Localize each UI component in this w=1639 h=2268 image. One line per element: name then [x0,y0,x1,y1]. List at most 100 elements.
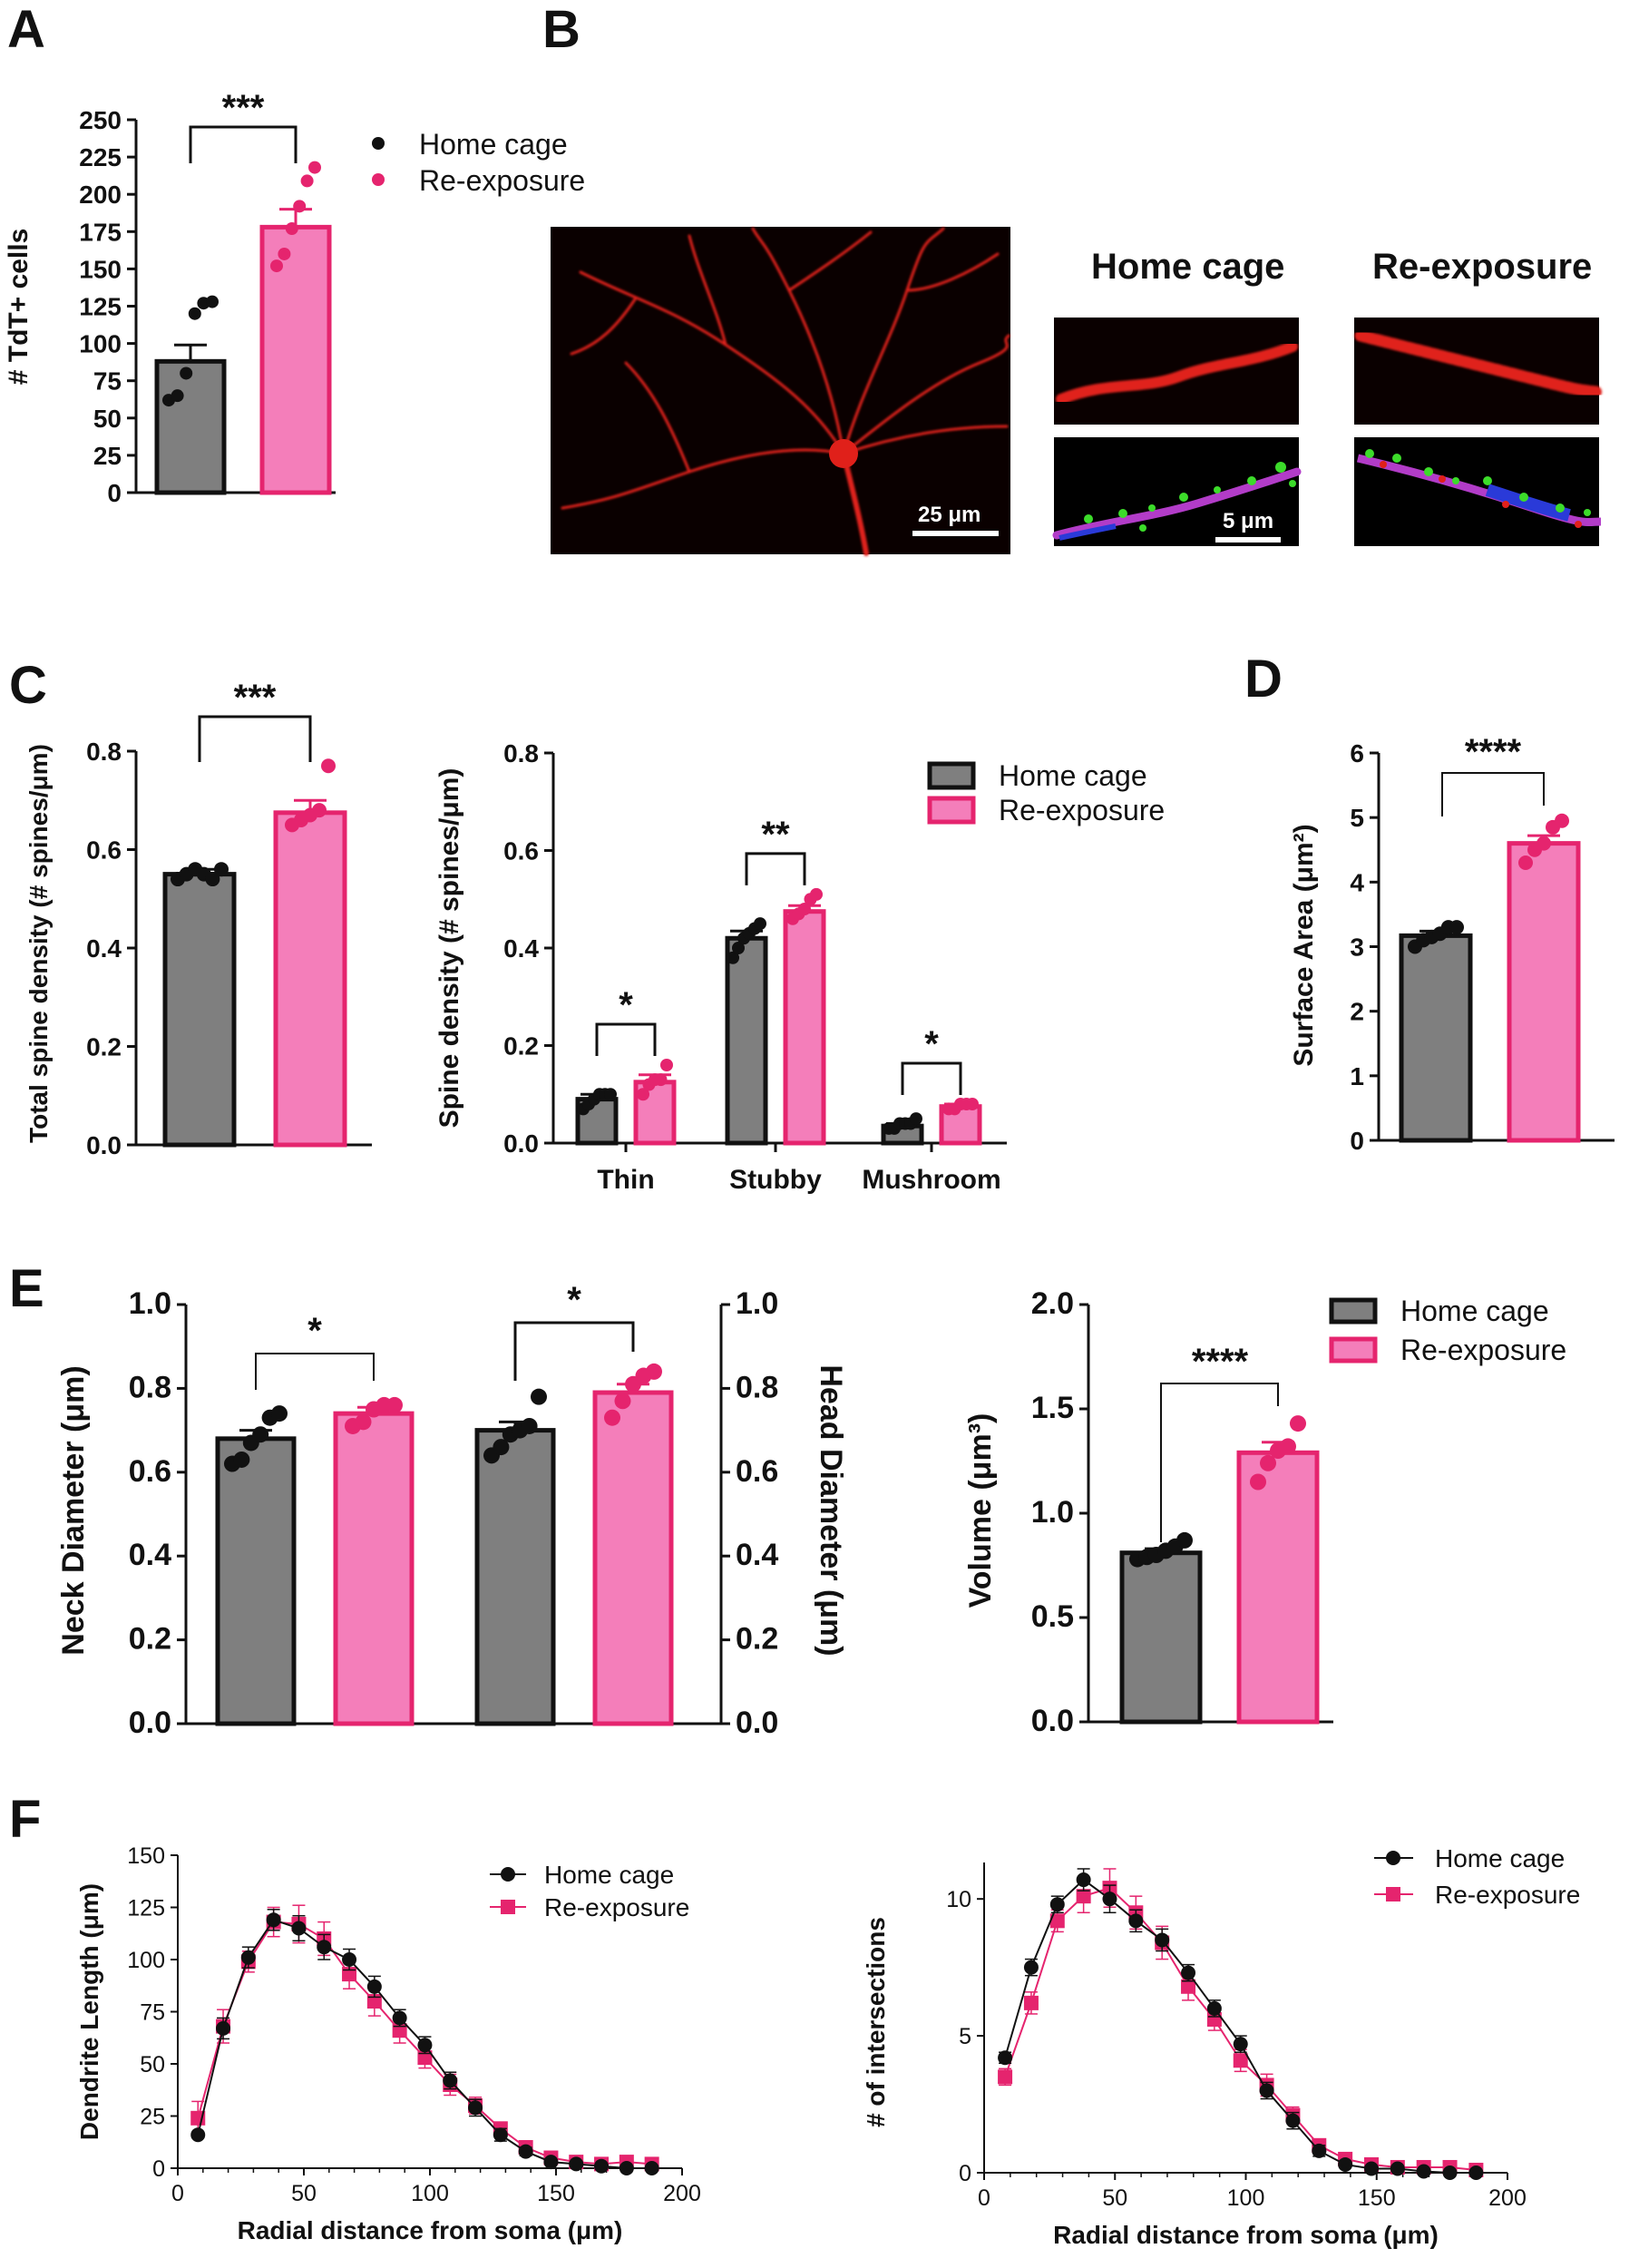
y-tick-label: 0 [152,2156,165,2182]
y-axis-title: Neck Diameter (μm) [56,1365,91,1655]
y-axis-title: Head Diameter (μm) [814,1364,848,1656]
y-tick-label: 5 [1350,804,1364,832]
significance-bracket [901,1061,962,1095]
series-line-reexposure [1004,1886,1477,2171]
bar [273,810,347,1148]
y-tick-label: 0 [959,2161,971,2186]
data-point-home-cage [443,2073,458,2088]
y-tick-label: 100 [127,1948,165,1973]
x-tick-label: 50 [291,2181,317,2206]
data-point [188,307,201,320]
data-point [910,1112,922,1126]
y-tick-label: 0.8 [129,1370,171,1404]
data-point [233,1451,250,1468]
y-axis-title: Dendrite Length (μm) [75,1883,103,2140]
y-tick-label: 0 [107,479,122,507]
y-tick-label: 1.0 [736,1286,778,1321]
data-point [171,389,184,403]
y-tick-label: 1.0 [129,1286,171,1321]
data-point-reexposure [1206,2011,1222,2027]
data-point-home-cage [1285,2113,1301,2128]
significance-label: *** [234,678,277,718]
legend-marker-home-cage [1386,1851,1400,1865]
y-tick-label: 100 [79,330,122,358]
x-category-label: Thin [597,1165,654,1195]
y-tick-label: 50 [93,405,122,433]
data-point [604,1088,617,1101]
x-tick-label: 0 [978,2185,990,2211]
data-point [1260,1454,1276,1471]
data-point [1280,1438,1296,1455]
reexposure-dendrite-image [1354,318,1603,425]
y-tick-label: 75 [93,367,122,396]
x-tick-label: 50 [1102,2185,1127,2211]
y-tick-label: 25 [140,2105,165,2130]
panel-label-c: C [9,656,47,715]
legend-marker-reexposure [1386,1887,1400,1901]
bar [725,935,768,1146]
y-tick-label: 0.2 [503,1032,539,1061]
data-point [308,161,321,174]
bar [333,1411,415,1726]
legend-swatch-home-cage [1329,1297,1378,1325]
x-tick-label: 0 [171,2181,184,2206]
bar [1236,1450,1320,1725]
significance-bracket [513,1321,635,1381]
x-category-label: Stubby [729,1165,822,1195]
y-tick-label: 0.4 [503,934,539,963]
significance-label: * [567,1280,581,1320]
data-point [604,1409,620,1426]
data-point-home-cage [569,2156,584,2172]
y-tick-label: 0.2 [736,1622,778,1657]
bar [162,872,237,1148]
y-tick-label: 225 [79,143,122,171]
y-tick-label: 125 [127,1896,165,1921]
data-point [654,1073,668,1087]
y-tick-label: 0.0 [503,1129,539,1158]
legend-label-home-cage: Home cage [1400,1295,1549,1327]
legend-label-home-cage: Home cage [999,759,1147,792]
y-tick-label: 0.4 [86,934,122,963]
data-point [732,942,745,954]
y-tick-label: 0.2 [129,1622,171,1657]
reexposure-dendrite-reconstruction [1354,437,1602,546]
x-tick-label: 150 [1358,2185,1396,2211]
y-tick-label: 0.0 [1031,1704,1074,1738]
data-point [270,259,283,273]
y-tick-label: 250 [79,106,122,134]
legend-marker-home-cage [501,1867,515,1882]
legend-label-reexposure: Re-exposure [419,164,585,197]
home-cage-image-title: Home cage [1091,247,1284,287]
y-axis-title: Surface Area (μm²) [1289,824,1319,1066]
y-tick-label: 0.6 [129,1454,171,1489]
y-tick-label: 0.6 [736,1454,778,1489]
significance-label: * [619,985,633,1025]
data-point [637,1088,649,1101]
legend-label-reexposure: Re-exposure [1400,1334,1566,1366]
panel-label-f: F [9,1790,41,1849]
legend-marker-reexposure [501,1900,515,1914]
data-point [660,1059,673,1071]
significance-bracket [745,852,806,885]
panel-label-a: A [7,0,45,59]
data-point [285,222,298,236]
legend-swatch-home-cage [927,761,976,790]
data-point-home-cage [1181,1965,1196,1980]
significance-label: **** [1465,732,1522,772]
y-axis-title: Total spine density (# spines/μm) [24,744,53,1143]
data-point [754,917,766,931]
series-line-home-cage [1004,1878,1477,2174]
legend-label-home-cage: Home cage [419,128,568,161]
home-dendrite-reconstruction: 5 μm [1052,437,1302,546]
data-point [300,174,314,188]
y-tick-label: 0.0 [86,1131,122,1159]
data-point-reexposure [998,2069,1013,2085]
y-tick-label: 25 [93,442,122,470]
y-axis-title: Volume (μm³) [963,1413,998,1608]
bar [783,909,826,1146]
data-point [180,367,193,380]
data-point-home-cage [1076,1872,1091,1888]
y-tick-label: 0.5 [1031,1599,1074,1634]
y-tick-label: 150 [127,1843,165,1869]
